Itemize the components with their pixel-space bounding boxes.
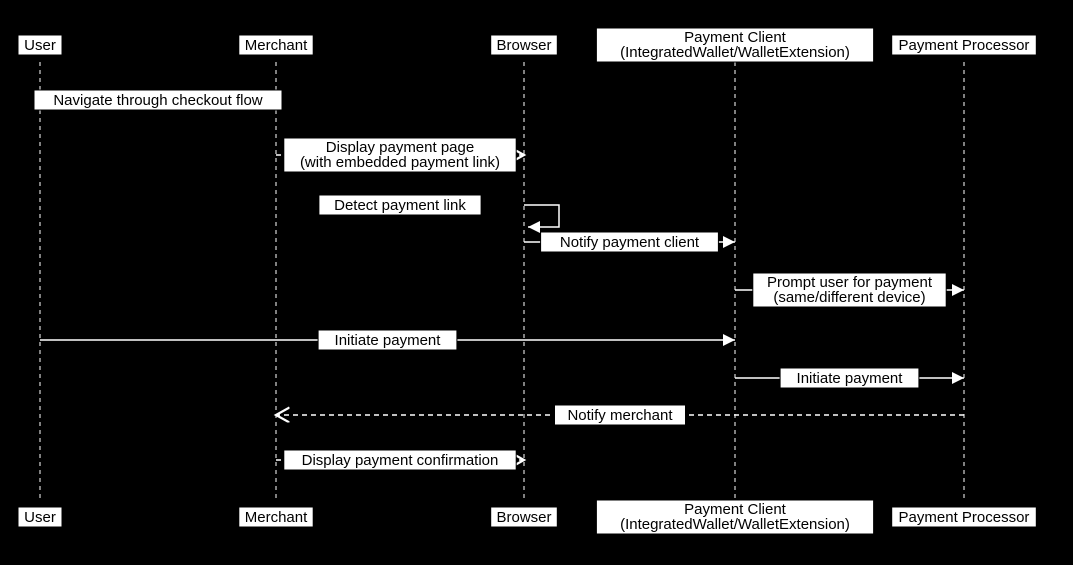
actor-label-merchant-line0: Merchant: [245, 509, 308, 526]
actor-label-browser-line0: Browser: [496, 37, 551, 54]
actor-label-processor-line0: Payment Processor: [899, 37, 1030, 54]
actor-label-user-line0: User: [24, 37, 56, 54]
actor-label-browser-line0: Browser: [496, 509, 551, 526]
sequence-diagram: UserMerchantBrowserPayment Client(Integr…: [0, 0, 1073, 565]
actor-label-client-line1: (IntegratedWallet/WalletExtension): [620, 516, 850, 533]
message-text-2-line0: Detect payment link: [334, 197, 466, 214]
message-text-5-line0: Initiate payment: [335, 332, 442, 349]
actor-label-client-line1: (IntegratedWallet/WalletExtension): [620, 44, 850, 61]
message-text-8-line0: Display payment confirmation: [302, 452, 499, 469]
message-text-1-line1: (with embedded payment link): [300, 154, 500, 171]
actor-label-processor-line0: Payment Processor: [899, 509, 1030, 526]
message-text-7-line0: Notify merchant: [567, 407, 673, 424]
actor-label-user-line0: User: [24, 509, 56, 526]
message-text-4-line1: (same/different device): [773, 289, 925, 306]
actor-label-merchant-line0: Merchant: [245, 37, 308, 54]
arrow-2: [524, 205, 559, 227]
message-text-0-line0: Navigate through checkout flow: [53, 92, 262, 109]
message-text-6-line0: Initiate payment: [797, 370, 904, 387]
message-text-3-line0: Notify payment client: [560, 234, 700, 251]
